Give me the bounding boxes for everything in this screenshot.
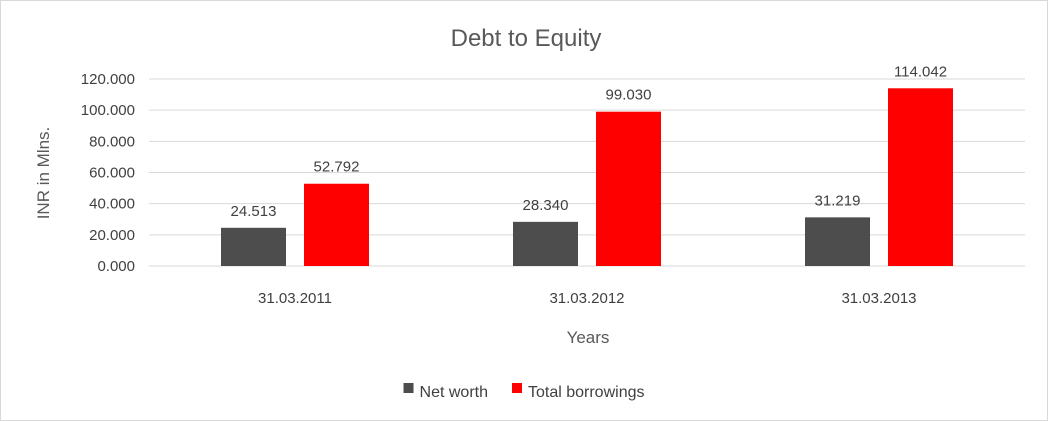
bar xyxy=(513,221,578,266)
data-label: 24.513 xyxy=(231,203,277,220)
y-tick-label: 40.000 xyxy=(89,196,135,213)
data-label: 114.042 xyxy=(894,63,947,80)
y-tick-label: 20.000 xyxy=(89,227,135,244)
bar xyxy=(596,111,661,266)
legend-item: Total borrowings xyxy=(511,383,645,401)
legend-label: Net worth xyxy=(420,384,488,401)
x-tick-label: 31.03.2012 xyxy=(549,290,624,307)
x-axis-title: Years xyxy=(567,328,610,347)
data-label: 28.340 xyxy=(523,197,569,214)
bar xyxy=(304,183,369,266)
data-label: 31.219 xyxy=(815,192,861,209)
gridlines xyxy=(149,78,1025,267)
legend: Net worth Total borrowings xyxy=(403,383,645,401)
legend-item: Net worth xyxy=(403,383,488,401)
data-label: 99.030 xyxy=(606,87,652,104)
y-axis-ticks: 0.000 20.000 40.000 60.000 80.000 100.000 120.… xyxy=(81,71,135,275)
bar xyxy=(221,227,286,266)
y-tick-label: 100.000 xyxy=(81,102,135,119)
x-tick-label: 31.03.2011 xyxy=(258,290,332,307)
y-axis-title: INR in Mlns. xyxy=(34,127,53,220)
bars xyxy=(221,88,953,267)
y-tick-label: 0.000 xyxy=(97,258,135,275)
bar xyxy=(888,88,953,267)
data-label: 52.792 xyxy=(314,159,360,176)
y-tick-label: 80.000 xyxy=(89,133,135,150)
x-tick-label: 31.03.2013 xyxy=(841,290,916,307)
y-tick-label: 120.000 xyxy=(81,71,135,88)
chart-title: Debt to Equity xyxy=(451,25,602,52)
y-tick-label: 60.000 xyxy=(89,165,135,182)
bar xyxy=(805,217,870,266)
x-axis-ticks: 31.03.2011 31.03.2012 31.03.2013 xyxy=(258,290,917,307)
legend-label: Total borrowings xyxy=(528,384,645,401)
legend-swatch xyxy=(511,383,522,393)
legend-swatch xyxy=(403,383,414,393)
data-labels: 24.513 52.792 28.340 99.030 31.219 114.042 xyxy=(231,63,948,220)
